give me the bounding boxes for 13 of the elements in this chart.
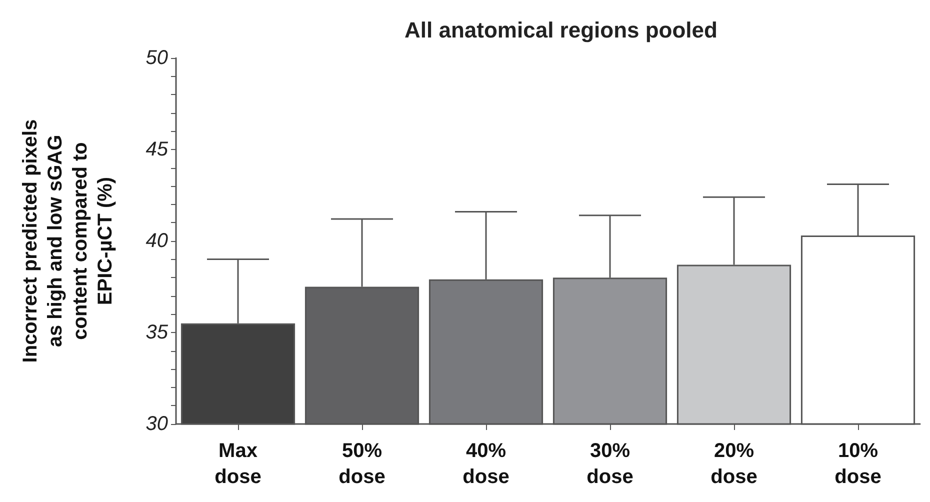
x-tick-label: 50% dose [338,440,386,488]
x-tick-label: 40% dose [462,440,510,488]
x-tick-label: Max dose [214,440,262,488]
x-tick-label: 30% dose [586,440,634,488]
y-tick-label: 35 [146,322,169,344]
chart-title: All anatomical regions pooled [404,18,718,42]
y-axis-title: Incorrect predicted pixels as high and low sGAG content compared to EPIC-µCT (%) [20,119,116,363]
y-tick-label: 45 [146,138,169,160]
y-tick-label: 40 [146,230,168,252]
y-tick-label: 50 [146,47,168,69]
y-tick-label: 30 [146,413,168,435]
x-tick-label: 20% dose [710,440,758,488]
x-tick-label: 10% dose [834,440,882,488]
